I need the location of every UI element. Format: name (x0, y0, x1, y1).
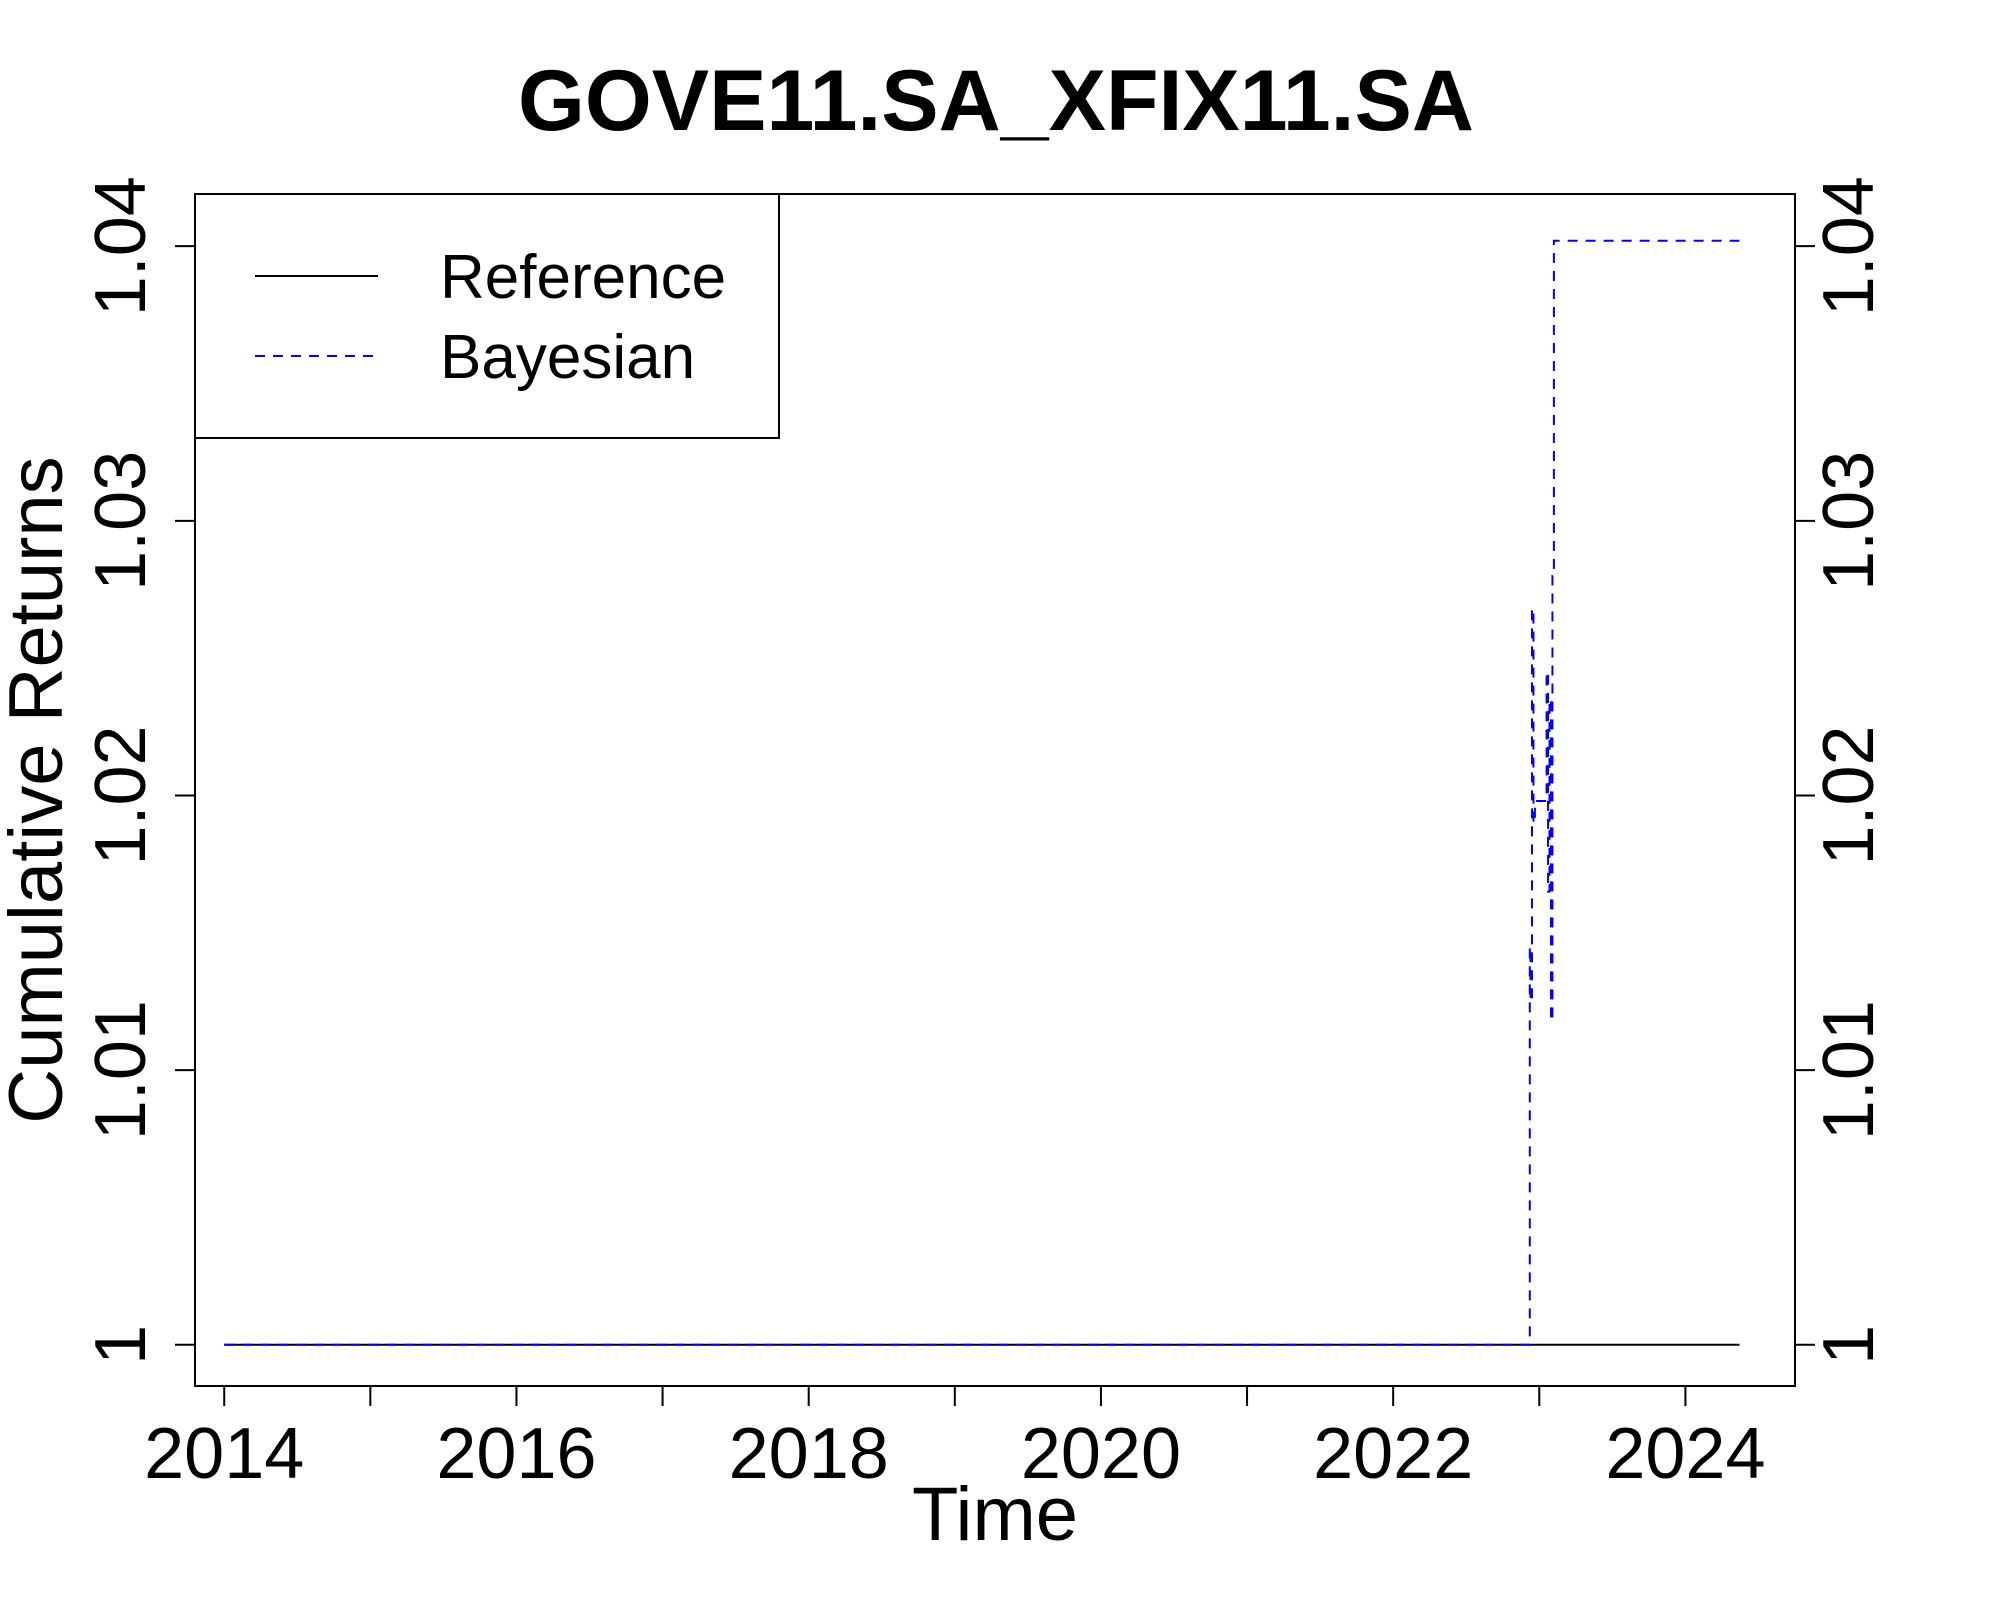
x-tick-label-2016: 2016 (436, 1414, 596, 1494)
y-right-tick-label-0: 1 (1809, 1325, 1889, 1365)
legend-label-bayesian: Bayesian (440, 323, 695, 392)
legend: Reference Bayesian (194, 193, 780, 439)
x-tick-label-2022: 2022 (1313, 1414, 1473, 1494)
x-axis-label: Time (912, 1472, 1078, 1557)
x-axis: 2014 2016 2018 2020 2022 2024 (144, 1386, 1765, 1494)
y-left-tick-label-1: 1.01 (81, 1000, 161, 1140)
y-axis-left: 1 1.01 1.02 1.03 1.04 (81, 176, 195, 1365)
x-tick-label-2018: 2018 (729, 1414, 889, 1494)
y-right-tick-label-1: 1.01 (1809, 1000, 1889, 1140)
plot-frame (194, 193, 1796, 1387)
y-axis-label: Cumulative Returns (0, 456, 79, 1123)
series-layer (224, 239, 1740, 1346)
y-right-tick-label-3: 1.03 (1809, 451, 1889, 591)
y-axis-right: 1 1.01 1.02 1.03 1.04 (1795, 176, 1889, 1365)
y-right-tick-label-4: 1.04 (1809, 176, 1889, 316)
y-left-tick-label-0: 1 (81, 1325, 161, 1365)
y-left-tick-label-2: 1.02 (81, 725, 161, 865)
series-line-bayesian (224, 239, 1740, 1346)
y-left-tick-label-3: 1.03 (81, 451, 161, 591)
y-left-tick-label-4: 1.04 (81, 176, 161, 316)
x-tick-label-2014: 2014 (144, 1414, 304, 1494)
y-right-tick-label-2: 1.02 (1809, 725, 1889, 865)
chart-title: GOVE11.SA_XFIX11.SA (518, 53, 1474, 149)
legend-box (194, 193, 780, 439)
x-tick-label-2024: 2024 (1605, 1414, 1765, 1494)
legend-label-reference: Reference (440, 243, 726, 312)
x-tick-label-2020: 2020 (1021, 1414, 1181, 1494)
